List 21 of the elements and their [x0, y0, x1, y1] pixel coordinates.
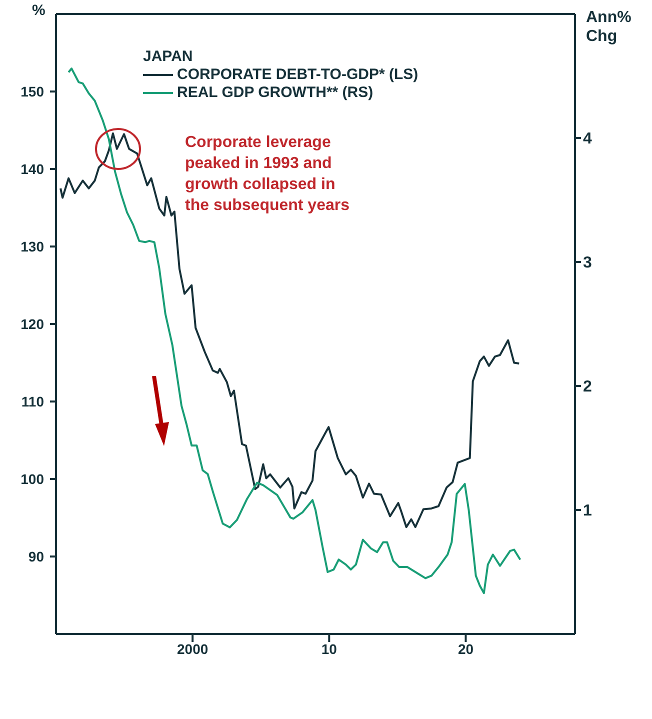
y-tick-label: 90	[28, 548, 44, 564]
y2-tick-label: 4	[583, 130, 592, 148]
annotation: Corporate leverage peaked in 1993 and growth collapsed in the subsequent years	[185, 133, 350, 216]
y2-tick-label: 2	[583, 378, 592, 396]
y2-axis-title: Ann% Chg	[586, 8, 632, 46]
x-tick-label: 20	[458, 640, 474, 657]
y2-tick-label: 3	[583, 254, 592, 272]
line-series	[68, 68, 522, 594]
y-tick-label: 110	[21, 393, 44, 410]
y-tick-label: 150	[20, 83, 44, 100]
y-tick-label: 140	[20, 160, 44, 177]
legend-label: REAL GDP GROWTH** (RS)	[177, 84, 374, 102]
y2-tick-label: 1	[583, 502, 592, 520]
y-tick-label: 130	[20, 238, 44, 254]
y-tick-label: 100	[20, 470, 44, 487]
legend-label: CORPORATE DEBT-TO-GDP* (LS)	[177, 66, 418, 84]
legend-title: JAPAN	[143, 48, 194, 66]
x-tick-label: 2000	[177, 640, 208, 657]
y-tick-label: 120	[20, 316, 44, 332]
y-axis-title: %	[32, 2, 46, 19]
x-tick-label: 10	[321, 640, 338, 657]
